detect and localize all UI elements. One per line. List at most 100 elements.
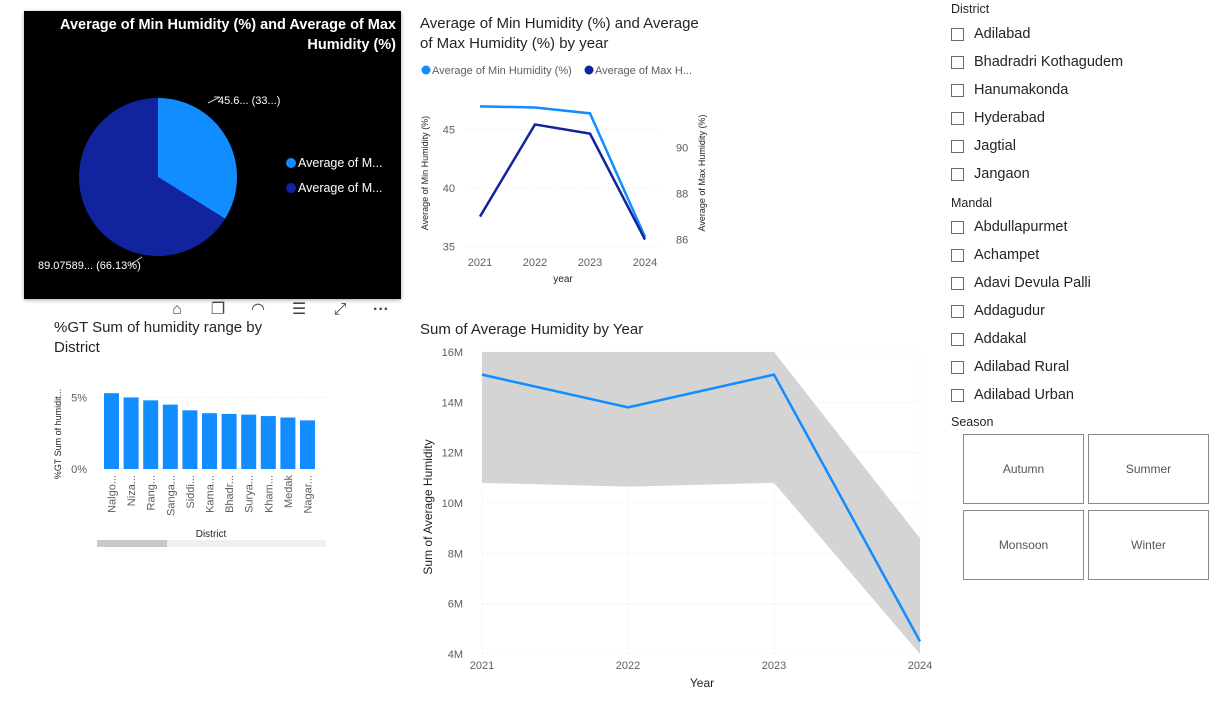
bar-x-tick-label: Surya... (244, 475, 256, 513)
checkbox[interactable] (951, 332, 964, 346)
line-chart-title: Average of Min Humidity (%) and Average … (420, 15, 699, 52)
legend-marker-max (286, 183, 296, 193)
bar-x-tick-label: Nalgo... (107, 475, 119, 513)
area-chart-title: Sum of Average Humidity by Year (420, 321, 644, 338)
min-humidity-line[interactable] (479, 105, 647, 238)
legend-label-max[interactable]: Average of M... (298, 181, 383, 195)
district-item[interactable]: Adilabad (951, 24, 1030, 44)
mandal-item[interactable]: Addakal (951, 329, 1026, 349)
district-item-label: Hanumakonda (974, 82, 1069, 98)
bar-x-tick-label: Siddi... (185, 475, 197, 509)
checkbox[interactable] (951, 248, 964, 262)
mandal-item[interactable]: Adavi Devula Palli (951, 273, 1091, 293)
mandal-item-label: Adavi Devula Palli (974, 275, 1091, 291)
district-item[interactable]: Jangaon (951, 164, 1030, 184)
pie-slice-max[interactable] (79, 98, 226, 256)
district-item[interactable]: Jagtial (951, 136, 1016, 156)
max-humidity-line[interactable] (478, 123, 647, 241)
season-tile-winter[interactable]: Winter (1088, 510, 1209, 580)
avg-humidity-line[interactable] (481, 373, 922, 643)
mandal-item-label: Adilabad Urban (974, 387, 1074, 403)
area-y-tick-label: 4M (448, 649, 463, 661)
mandal-item[interactable]: Addagudur (951, 301, 1045, 321)
checkbox[interactable] (951, 111, 964, 125)
legend-label-max-line[interactable]: Average of Max H... (595, 65, 692, 77)
visual-header: ⌂ ❐ ◠ ☰ ⤢ ··· (160, 298, 400, 326)
bar-x-tick-label: Kham... (263, 475, 275, 513)
district-bar[interactable] (182, 410, 198, 469)
district-bar[interactable] (260, 416, 276, 469)
comment-icon[interactable]: ◠ (251, 301, 265, 318)
district-bar[interactable] (104, 393, 119, 469)
bar-scrollbar-track[interactable] (97, 540, 326, 547)
season-tile-autumn[interactable]: Autumn (963, 434, 1084, 504)
filter-icon[interactable]: ☰ (291, 301, 307, 318)
bar-x-tick-label: Sanga... (165, 475, 177, 516)
checkbox[interactable] (951, 360, 964, 374)
x-tick-label: 2023 (578, 257, 602, 269)
district-slicer-title: District (951, 2, 990, 16)
mandal-item[interactable]: Abdullapurmet (951, 217, 1068, 237)
focus-mode-icon[interactable]: ⤢ (333, 301, 347, 318)
checkbox[interactable] (951, 304, 964, 318)
checkbox[interactable] (951, 83, 964, 97)
bar-x-tick-label: Kama... (205, 475, 217, 513)
area-x-tick-label: 2023 (762, 660, 786, 672)
legend-label-min-line[interactable]: Average of Min Humidity (%) (432, 65, 572, 77)
district-item[interactable]: Bhadradri Kothagudem (951, 52, 1123, 72)
bar-x-label: District (196, 529, 227, 540)
legend-label-min[interactable]: Average of M... (298, 156, 383, 170)
district-bar[interactable] (300, 420, 315, 469)
bar-scrollbar-thumb[interactable] (97, 540, 167, 547)
line-chart-svg[interactable]: Average of Min Humidity (%) Average of M… (415, 58, 715, 298)
mandal-item-label: Addagudur (974, 303, 1045, 319)
district-item-label: Jangaon (974, 166, 1030, 182)
area-y-label: Sum of Average Humidity (421, 439, 435, 574)
district-bar[interactable] (123, 397, 139, 469)
y-right-tick-label: 86 (676, 235, 688, 247)
checkbox[interactable] (951, 388, 964, 402)
mandal-item[interactable]: Achampet (951, 245, 1039, 265)
mandal-item[interactable]: Adilabad Rural (951, 357, 1069, 377)
legend-marker-min (286, 158, 296, 168)
y-left-tick-label: 45 (443, 125, 455, 137)
bar-chart-svg[interactable]: %GT Sum of humidit... 5% 0% Nalgo... Niza.… (46, 362, 336, 550)
district-bar[interactable] (241, 414, 257, 469)
pie-slice-min[interactable] (158, 98, 238, 219)
mandal-slicer-title: Mandal (951, 196, 992, 210)
district-bar[interactable] (280, 417, 296, 469)
copy-icon[interactable]: ❐ (210, 301, 226, 318)
district-item[interactable]: Hanumakonda (951, 80, 1068, 100)
district-bar[interactable] (202, 413, 217, 469)
area-chart-svg[interactable]: Sum of Average Humidity 16M 14M 12M 10M 8M 6M… (415, 340, 945, 695)
bar-x-tick-label: Bhadr... (224, 475, 236, 513)
district-bar[interactable] (221, 413, 237, 469)
mandal-item[interactable]: Adilabad Urban (951, 385, 1074, 405)
season-tile-summer[interactable]: Summer (1088, 434, 1209, 504)
x-tick-label: 2024 (633, 257, 657, 269)
bar-x-tick-label: Medak (283, 475, 295, 509)
mandal-item-label: Addakal (974, 331, 1027, 347)
checkbox[interactable] (951, 139, 964, 153)
more-options-icon[interactable]: ··· (373, 301, 389, 318)
y-left-tick-label: 35 (443, 241, 455, 253)
pie-chart-visual[interactable]: Average of Min Humidity (%) and Average … (24, 11, 401, 299)
checkbox[interactable] (951, 55, 964, 69)
area-x-tick-label: 2022 (616, 660, 640, 672)
checkbox[interactable] (951, 27, 964, 41)
checkbox[interactable] (951, 220, 964, 234)
y-right-tick-label: 88 (676, 189, 688, 201)
bar-x-tick-label: Niza... (126, 475, 138, 506)
pie-chart-title: Average of Min Humidity (%) and Average … (60, 17, 396, 53)
line-y-right-label: Average of Max Humidity (%) (697, 115, 707, 232)
checkbox[interactable] (951, 167, 964, 181)
y-left-tick-label: 40 (443, 183, 455, 195)
area-y-tick-label: 12M (442, 448, 463, 460)
district-bar[interactable] (162, 404, 178, 469)
pin-icon[interactable]: ⌂ (172, 301, 182, 318)
season-tile-monsoon[interactable]: Monsoon (963, 510, 1084, 580)
district-bar[interactable] (143, 400, 159, 469)
district-item[interactable]: Hyderabad (951, 108, 1045, 128)
area-y-tick-label: 16M (442, 347, 463, 359)
checkbox[interactable] (951, 276, 964, 290)
